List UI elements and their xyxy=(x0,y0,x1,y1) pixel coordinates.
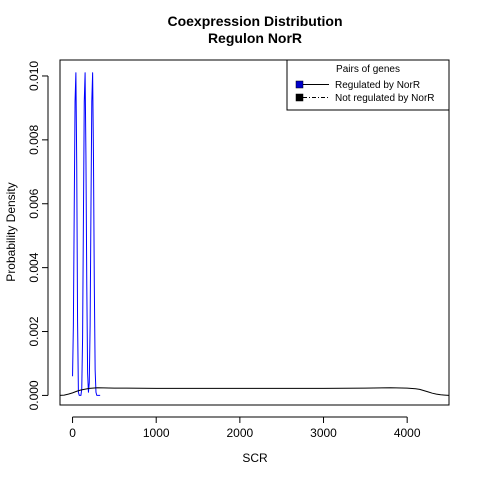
legend-entry-not-regulated: Not regulated by NorR xyxy=(335,93,435,104)
x-axis: 0 1000 2000 3000 4000 xyxy=(69,416,421,440)
series-layer xyxy=(59,72,450,396)
series-line-regulated xyxy=(72,72,101,396)
x-tick-label: 3000 xyxy=(310,426,337,440)
y-tick-label: 0.004 xyxy=(27,252,41,282)
y-tick-label: 0.002 xyxy=(27,316,41,346)
chart-title: Coexpression Distribution xyxy=(167,13,342,29)
y-tick-label: 0.010 xyxy=(27,61,41,91)
x-tick-label: 1000 xyxy=(143,426,170,440)
y-axis: 0.000 0.002 0.004 0.006 0.008 0.010 xyxy=(27,61,49,410)
chart-subtitle: Regulon NorR xyxy=(208,30,302,46)
legend-entry-regulated: Regulated by NorR xyxy=(335,80,420,91)
x-tick-label: 4000 xyxy=(394,426,421,440)
x-tick-label: 0 xyxy=(69,426,76,440)
legend-swatch-not-regulated xyxy=(295,93,304,102)
series-line-not-regulated xyxy=(59,387,450,396)
y-tick-label: 0.008 xyxy=(27,125,41,155)
y-tick-label: 0.006 xyxy=(27,188,41,218)
x-axis-label: SCR xyxy=(242,451,268,465)
legend-swatch-regulated xyxy=(295,80,304,89)
legend: Pairs of genes Regulated by NorR Not reg… xyxy=(286,59,450,111)
legend-title: Pairs of genes xyxy=(336,64,400,75)
x-tick-label: 2000 xyxy=(227,426,254,440)
y-tick-label: 0.000 xyxy=(27,380,41,410)
plot-frame xyxy=(59,59,450,406)
y-axis-label: Probability Density xyxy=(4,182,18,281)
